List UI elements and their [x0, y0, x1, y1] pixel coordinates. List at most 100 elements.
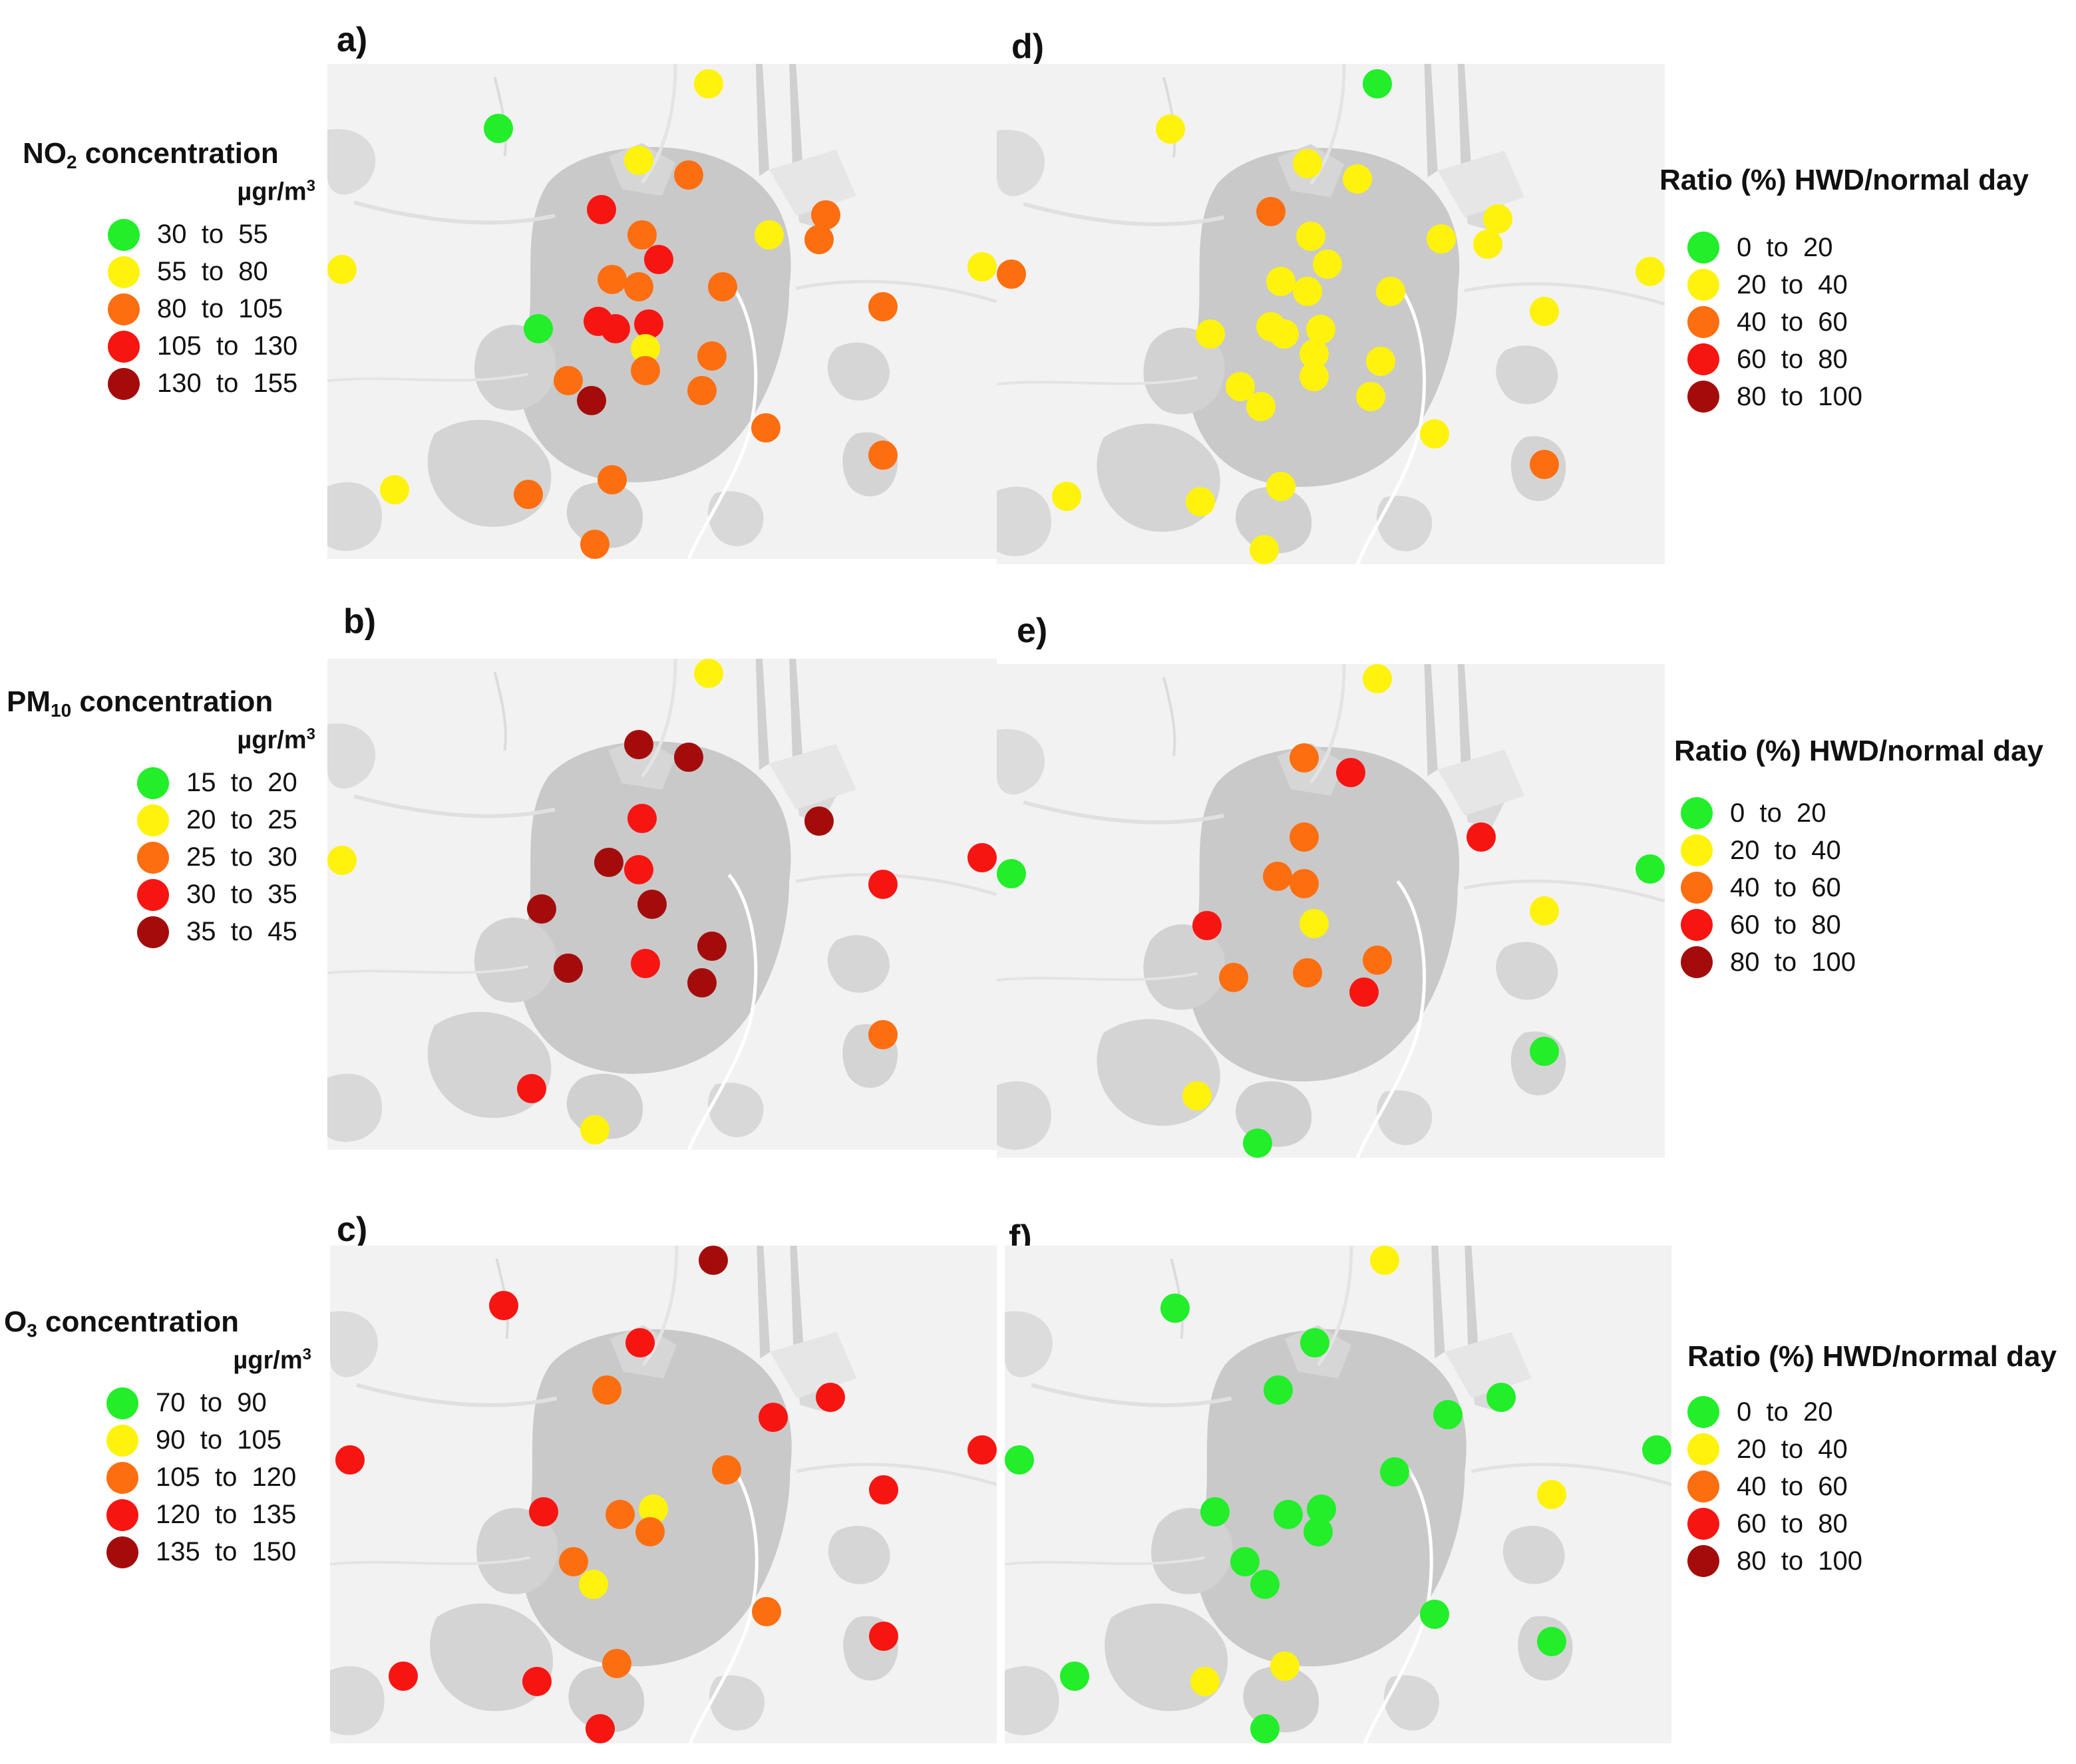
station-marker	[602, 1649, 631, 1679]
station-marker	[754, 220, 784, 250]
station-marker	[513, 480, 543, 510]
legend-range-label: 25 to 30	[186, 842, 297, 872]
legend-ratio-e-title: Ratio (%) HWD/normal day	[1674, 735, 2043, 767]
station-marker	[1266, 472, 1296, 502]
station-marker	[1303, 1517, 1333, 1547]
legend-item: 25 to 30	[137, 839, 315, 876]
station-marker	[1186, 487, 1216, 516]
station-marker	[1190, 1666, 1220, 1696]
station-marker	[1273, 1499, 1303, 1529]
legend-pm10: PM10 concentration µgr/m3 15 to 20 20 to …	[7, 685, 315, 951]
legend-range-label: 55 to 80	[157, 257, 268, 287]
panel-label-e: e)	[1017, 612, 1048, 650]
legend-range-label: 105 to 130	[157, 331, 298, 361]
station-marker	[1289, 822, 1319, 852]
station-marker	[868, 1475, 898, 1504]
station-marker	[1336, 758, 1366, 788]
legend-no2-title: NO2 concentration	[23, 137, 279, 172]
station-marker	[623, 271, 653, 301]
legend-item: 80 to 105	[108, 291, 315, 328]
legend-item: 40 to 60	[1681, 869, 2073, 906]
station-marker	[997, 859, 1026, 889]
station-marker	[868, 1019, 898, 1049]
station-marker	[633, 309, 663, 339]
station-marker	[1156, 114, 1186, 144]
station-marker	[1366, 347, 1396, 377]
legend-swatch	[106, 1499, 138, 1531]
station-marker	[1299, 362, 1329, 391]
station-marker	[1299, 908, 1329, 938]
station-marker	[868, 291, 898, 321]
station-marker	[707, 271, 737, 301]
legend-swatch	[137, 916, 169, 948]
legend-swatch	[1681, 909, 1713, 941]
station-marker	[580, 1115, 610, 1145]
station-marker	[483, 113, 513, 143]
legend-swatch	[137, 767, 169, 799]
legend-o3: O3 concentration µgr/m3 70 to 90 90 to 10…	[4, 1306, 311, 1571]
station-marker	[815, 1383, 845, 1413]
station-marker	[637, 890, 667, 919]
station-marker	[630, 356, 660, 386]
station-marker	[868, 1622, 898, 1652]
station-marker	[379, 474, 409, 504]
station-marker	[1380, 1457, 1410, 1487]
legend-item: 60 to 80	[1681, 906, 2073, 944]
station-marker	[1256, 196, 1286, 226]
legend-item: 35 to 45	[137, 914, 315, 951]
legend-no2-unit: µgr/m3	[237, 177, 315, 206]
legend-swatch	[1687, 269, 1719, 301]
station-marker	[1249, 535, 1279, 564]
station-marker	[1636, 854, 1665, 884]
station-marker	[1530, 449, 1560, 479]
legend-item: 20 to 40	[1687, 1431, 2073, 1468]
station-marker	[694, 659, 724, 688]
legend-range-label: 20 to 40	[1737, 1434, 1848, 1464]
station-marker	[1060, 1662, 1090, 1691]
legend-range-label: 40 to 60	[1737, 307, 1848, 337]
station-marker	[577, 385, 607, 415]
station-marker	[516, 1073, 546, 1103]
station-marker	[623, 855, 653, 885]
legend-ratio-f-title: Ratio (%) HWD/normal day	[1687, 1340, 2057, 1373]
station-marker	[1419, 419, 1449, 449]
station-marker	[1363, 69, 1393, 99]
legend-item: 90 to 105	[106, 1422, 311, 1459]
station-marker	[580, 530, 610, 559]
station-marker	[327, 845, 357, 875]
station-marker	[1536, 1480, 1566, 1509]
station-marker	[868, 870, 898, 900]
legend-range-label: 80 to 105	[157, 294, 283, 324]
station-marker	[389, 1662, 419, 1691]
station-marker	[1536, 1626, 1566, 1656]
station-marker	[627, 220, 657, 250]
station-marker	[804, 225, 834, 255]
station-marker	[1289, 743, 1319, 773]
legend-item: 70 to 90	[106, 1385, 311, 1422]
station-marker	[554, 953, 584, 983]
legend-range-label: 40 to 60	[1737, 1471, 1848, 1501]
station-marker	[759, 1403, 788, 1433]
station-marker	[1426, 224, 1456, 254]
legend-swatch	[1687, 306, 1719, 338]
map-panel-c	[330, 1246, 997, 1743]
station-marker	[630, 948, 660, 978]
legend-ratio-d: Ratio (%) HWD/normal day 0 to 20 20 to 40…	[1659, 164, 2059, 415]
station-marker	[967, 252, 997, 282]
station-marker	[694, 69, 724, 98]
station-marker	[592, 1375, 621, 1405]
station-marker	[1530, 896, 1560, 926]
station-marker	[1160, 1293, 1190, 1323]
legend-swatch	[137, 804, 169, 836]
legend-swatch	[108, 330, 140, 363]
station-marker	[1299, 1327, 1329, 1357]
legend-range-label: 90 to 105	[156, 1425, 282, 1455]
legend-swatch	[1681, 834, 1713, 866]
station-marker	[627, 803, 657, 833]
station-marker	[597, 264, 627, 294]
legend-range-label: 35 to 45	[186, 917, 297, 947]
station-marker	[594, 848, 623, 878]
legend-item: 80 to 100	[1687, 1542, 2073, 1580]
station-marker	[1005, 1445, 1034, 1475]
map-panel-f	[1005, 1246, 1671, 1743]
